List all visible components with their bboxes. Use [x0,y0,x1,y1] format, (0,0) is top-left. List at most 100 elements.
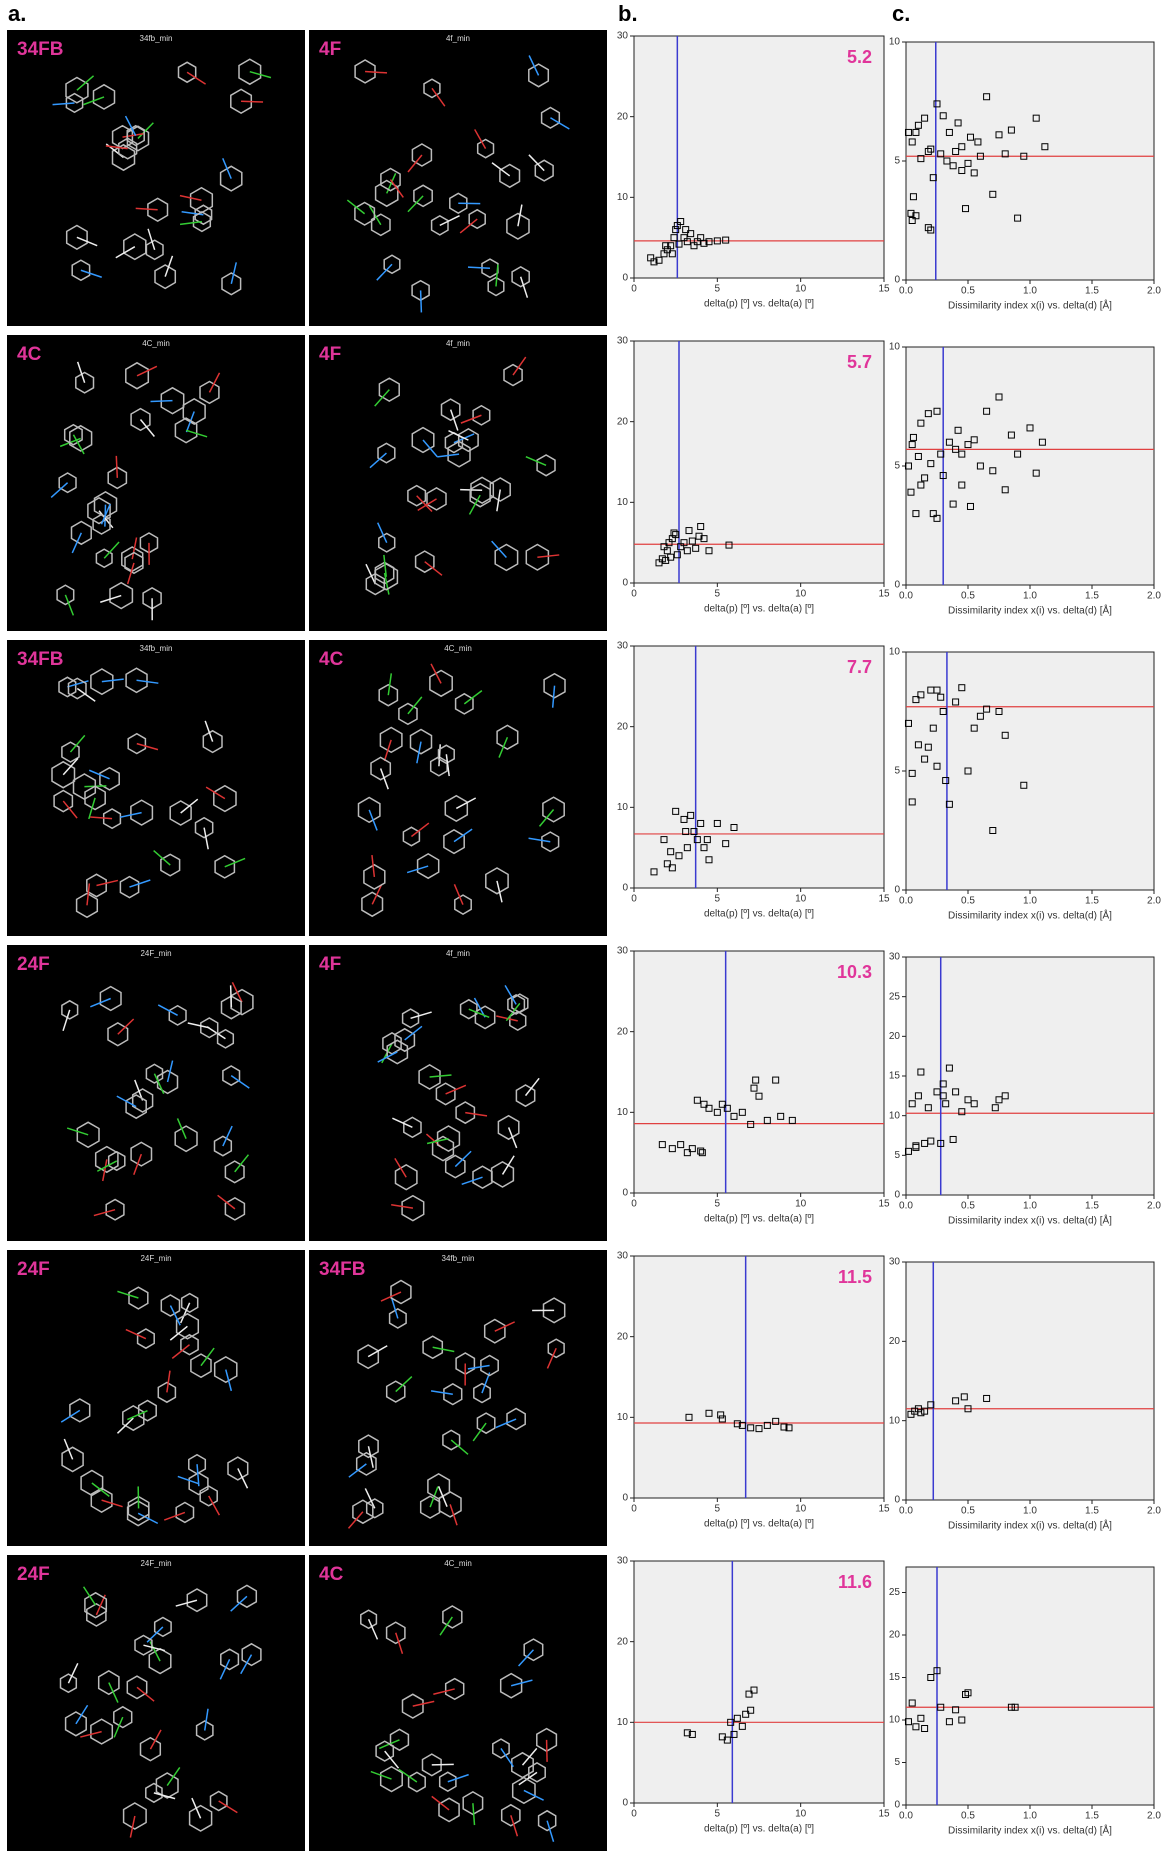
value-annotation: 7.7 [847,657,872,677]
y-tick-label: 0 [894,1495,900,1506]
y-tick-label: 0 [622,1188,628,1199]
molecule-bond [241,101,263,102]
y-tick-label: 20 [617,416,629,427]
x-axis-label: delta(p) [º] vs. delta(a) [º] [704,1519,814,1530]
x-axis-label: Dissimilarity index x(i) vs. delta(d) [Å… [948,1824,1112,1837]
y-tick-label: 0 [894,580,900,591]
x-tick-label: 5 [715,894,721,905]
y-tick-label: 10 [889,647,901,658]
x-axis-label: delta(p) [º] vs. delta(a) [º] [704,909,814,920]
x-tick-label: 1.0 [1023,286,1037,297]
x-tick-label: 5 [715,284,721,295]
y-tick-label: 10 [617,1717,629,1728]
x-tick-label: 0.0 [899,896,913,907]
x-tick-label: 1.5 [1085,591,1099,602]
x-tick-label: 0.5 [961,1811,975,1822]
y-tick-label: 0 [894,1800,900,1811]
y-tick-label: 10 [889,1715,901,1726]
x-tick-label: 15 [878,1199,890,1210]
plot-area [906,1262,1154,1500]
x-tick-label: 2.0 [1147,1811,1161,1822]
panel-header: b. [618,1,638,26]
structure-caption: 4f_min [446,34,470,43]
structure-panel [309,945,607,1241]
x-tick-label: 1.0 [1023,896,1037,907]
y-tick-label: 10 [889,1110,901,1121]
y-tick-label: 20 [889,1630,901,1641]
x-tick-label: 10 [795,1809,807,1820]
x-tick-label: 2.0 [1147,896,1161,907]
x-tick-label: 2.0 [1147,1201,1161,1212]
plot-area [634,36,884,278]
y-tick-label: 10 [617,497,629,508]
x-axis-label: Dissimilarity index x(i) vs. delta(d) [Å… [948,1214,1112,1227]
structure-label: 34FB [17,39,63,60]
x-tick-label: 5 [715,1809,721,1820]
y-tick-label: 30 [889,1257,901,1268]
y-tick-label: 30 [617,641,629,652]
structure-panel [7,1250,305,1546]
x-tick-label: 1.0 [1023,591,1037,602]
structure-caption: 4f_min [446,949,470,958]
y-tick-label: 5 [894,461,900,472]
x-tick-label: 0 [631,1199,637,1210]
y-tick-label: 0 [894,275,900,286]
structure-label: 34FB [319,1259,365,1280]
x-tick-label: 1.5 [1085,1506,1099,1517]
x-tick-label: 1.5 [1085,1811,1099,1822]
plot-area [634,646,884,888]
y-tick-label: 30 [889,952,901,963]
x-tick-label: 5 [715,589,721,600]
x-tick-label: 0.5 [961,1506,975,1517]
y-tick-label: 5 [894,1150,900,1161]
structure-label: 4F [319,39,341,60]
value-annotation: 11.6 [838,1572,872,1592]
y-tick-label: 20 [617,1331,629,1342]
plot-area [906,652,1154,890]
y-tick-label: 30 [617,336,629,347]
structure-label: 4F [319,344,341,365]
y-tick-label: 0 [622,1493,628,1504]
y-tick-label: 0 [622,883,628,894]
panel-header: a. [8,1,26,26]
panel-header: c. [892,1,910,26]
x-tick-label: 0.5 [961,896,975,907]
y-tick-label: 20 [889,1031,901,1042]
y-tick-label: 30 [617,31,629,42]
structure-caption: 34fb_min [140,34,173,43]
x-tick-label: 0.5 [961,1201,975,1212]
structure-panel [7,640,305,936]
y-tick-label: 10 [617,802,629,813]
x-tick-label: 15 [878,1809,890,1820]
y-tick-label: 5 [894,1757,900,1768]
x-tick-label: 2.0 [1147,591,1161,602]
plot-area [906,42,1154,280]
x-tick-label: 0.0 [899,1506,913,1517]
x-tick-label: 15 [878,894,890,905]
structure-panel [309,30,607,326]
x-axis-label: Dissimilarity index x(i) vs. delta(d) [Å… [948,604,1112,617]
structure-caption: 4f_min [446,339,470,348]
y-tick-label: 15 [889,1071,901,1082]
x-tick-label: 15 [878,284,890,295]
structure-label: 4F [319,954,341,975]
x-tick-label: 0 [631,589,637,600]
x-tick-label: 1.5 [1085,896,1099,907]
y-tick-label: 0 [894,1190,900,1201]
structure-panel [7,335,305,631]
molecule-bond [151,401,173,402]
structure-label: 34FB [17,649,63,670]
structure-label: 4C [17,344,42,365]
y-tick-label: 25 [889,1587,901,1598]
y-tick-label: 10 [617,1412,629,1423]
y-tick-label: 0 [622,578,628,589]
y-tick-label: 10 [889,1415,901,1426]
x-tick-label: 10 [795,589,807,600]
y-tick-label: 5 [894,156,900,167]
x-axis-label: delta(p) [º] vs. delta(a) [º] [704,604,814,615]
x-tick-label: 5 [715,1504,721,1515]
structure-caption: 24F_min [140,1254,171,1263]
x-tick-label: 2.0 [1147,286,1161,297]
y-tick-label: 30 [617,946,629,957]
structure-label: 24F [17,1259,50,1280]
